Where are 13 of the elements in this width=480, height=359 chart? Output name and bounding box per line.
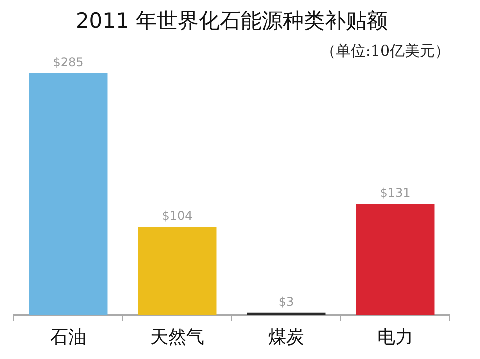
data-label: $104 xyxy=(162,209,193,224)
x-tick-label: 石油 xyxy=(50,326,86,348)
bar xyxy=(356,204,435,316)
bar xyxy=(29,73,108,316)
bar xyxy=(138,227,217,316)
x-tick-label: 煤炭 xyxy=(268,326,304,348)
data-label: $285 xyxy=(53,55,84,70)
x-tick-label: 天然气 xyxy=(150,326,204,348)
chart-subtitle: （单位:10亿美元） xyxy=(320,42,450,60)
data-label: $131 xyxy=(380,186,411,200)
x-tick-label: 电力 xyxy=(378,326,414,348)
data-label: $3 xyxy=(278,294,294,309)
chart-title: 2011 年世界化石能源种类补贴额 xyxy=(76,9,388,34)
